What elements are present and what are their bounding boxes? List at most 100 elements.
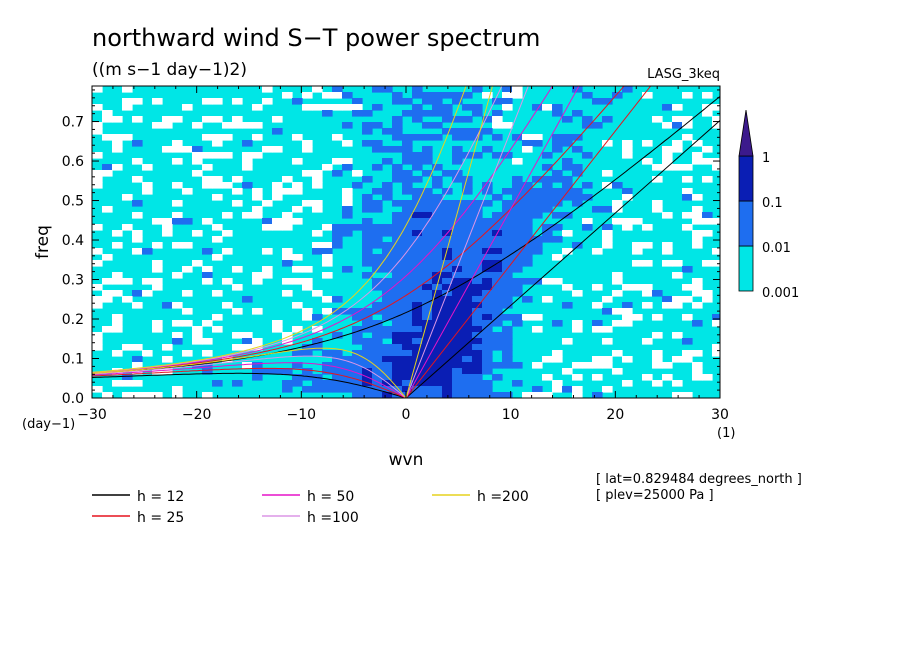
power-cell <box>332 308 343 315</box>
power-cell <box>192 146 203 153</box>
power-cell <box>312 104 323 111</box>
power-cell <box>122 224 133 231</box>
power-cell <box>482 338 493 345</box>
power-cell <box>462 188 473 195</box>
power-cell <box>452 116 463 123</box>
power-cell <box>452 134 463 141</box>
power-cell <box>442 386 453 393</box>
power-cell <box>682 224 693 231</box>
power-cell <box>562 338 573 345</box>
power-cell <box>692 284 703 291</box>
power-cell <box>392 368 403 375</box>
power-cell <box>202 338 213 345</box>
power-cell <box>312 242 323 249</box>
power-cell <box>712 248 720 255</box>
power-cell <box>172 146 183 153</box>
power-cell <box>362 242 373 249</box>
power-cell <box>252 374 263 381</box>
power-cell <box>112 278 123 285</box>
power-cell <box>482 116 493 123</box>
power-cell <box>412 164 423 171</box>
power-cell <box>672 380 683 387</box>
power-cell <box>442 350 453 357</box>
power-cell <box>122 278 133 285</box>
power-cell <box>672 356 683 363</box>
power-cell <box>162 302 173 309</box>
power-cell <box>202 350 213 357</box>
power-cell <box>342 200 353 207</box>
power-cell <box>362 110 373 117</box>
power-cell <box>342 140 353 147</box>
power-cell <box>602 224 613 231</box>
power-cell <box>192 122 203 129</box>
power-cell <box>132 212 143 219</box>
power-cell <box>412 116 423 123</box>
power-cell <box>162 224 173 231</box>
power-cell <box>232 176 243 183</box>
power-cell <box>432 122 443 129</box>
power-cell <box>462 386 473 393</box>
power-cell <box>212 224 223 231</box>
power-cell <box>512 158 523 165</box>
power-cell <box>582 362 593 369</box>
power-cell <box>512 230 523 237</box>
power-cell <box>612 290 623 297</box>
power-cell <box>332 356 343 363</box>
power-cell <box>392 218 403 225</box>
power-cell <box>462 200 473 207</box>
power-cell <box>652 164 663 171</box>
power-cell <box>442 344 453 351</box>
power-cell <box>362 320 373 327</box>
power-cell <box>332 224 343 231</box>
power-cell <box>252 338 263 345</box>
power-cell <box>392 290 403 297</box>
power-cell <box>292 302 303 309</box>
power-cell <box>92 152 103 159</box>
power-cell <box>442 314 453 321</box>
power-cell <box>212 152 223 159</box>
power-cell <box>452 146 463 153</box>
power-cell <box>472 278 483 285</box>
power-cell <box>452 356 463 363</box>
power-cell <box>422 254 433 261</box>
power-cell <box>412 284 423 291</box>
power-cell <box>612 200 623 207</box>
power-cell <box>452 278 463 285</box>
y-tick-label: 0.5 <box>62 194 84 210</box>
power-cell <box>672 146 683 153</box>
power-cell <box>402 338 413 345</box>
power-cell <box>412 236 423 243</box>
power-cell <box>382 86 393 93</box>
power-cell <box>342 206 353 213</box>
power-cell <box>692 362 703 369</box>
power-cell <box>212 176 223 183</box>
power-cell <box>312 176 323 183</box>
power-cell <box>432 134 443 141</box>
power-cell <box>212 326 223 333</box>
power-cell <box>512 212 523 219</box>
power-cell <box>462 368 473 375</box>
power-cell <box>182 350 193 357</box>
power-cell <box>322 104 333 111</box>
power-cell <box>512 218 523 225</box>
power-cell <box>612 206 623 213</box>
power-cell <box>392 266 403 273</box>
power-cell <box>432 368 443 375</box>
power-cell <box>422 308 433 315</box>
power-cell <box>372 326 383 333</box>
power-cell <box>622 284 633 291</box>
power-cell <box>382 146 393 153</box>
power-cell <box>392 242 403 249</box>
power-cell <box>402 98 413 105</box>
power-cell <box>602 116 613 123</box>
power-cell <box>482 308 493 315</box>
power-cell <box>502 392 513 398</box>
power-cell <box>632 218 643 225</box>
power-cell <box>352 392 363 398</box>
power-cell <box>292 158 303 165</box>
power-cell <box>282 92 293 99</box>
power-cell <box>502 236 513 243</box>
power-cell <box>272 146 283 153</box>
x-tick-label: 20 <box>606 407 624 423</box>
